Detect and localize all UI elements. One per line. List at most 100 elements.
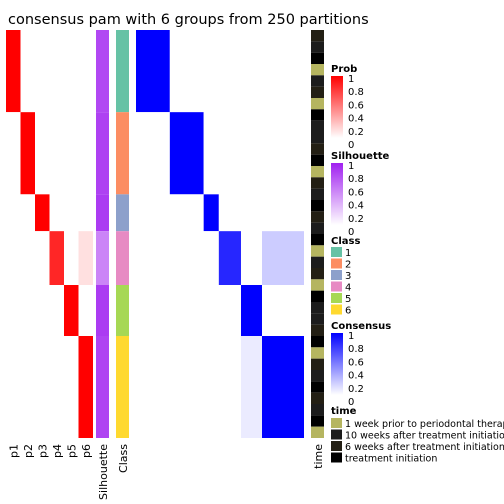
prob-legend-tick: 0.4: [348, 114, 364, 125]
class-cell-2: [116, 112, 129, 195]
consensus-legend-tick: 0: [348, 397, 354, 408]
prob-cell-6-p5: [64, 336, 79, 438]
time-legend-swatch: [331, 452, 342, 463]
prob-cell-3-p2: [20, 194, 35, 232]
time-cell: [311, 75, 324, 87]
prob-legend-tick: 0.8: [348, 87, 364, 98]
time-legend-swatch: [331, 429, 342, 440]
time-cell: [311, 64, 324, 76]
time-label: time: [312, 444, 325, 469]
time-cell: [311, 268, 324, 280]
consensus-cell-1-6: [262, 30, 304, 113]
time-cell: [311, 324, 324, 336]
consensus-cell-3-2: [169, 194, 204, 232]
prob-cell-6-p2: [20, 336, 35, 438]
time-cell: [311, 200, 324, 212]
time-cell: [311, 120, 324, 132]
consensus-cell-5-6: [262, 285, 304, 336]
consensus-cell-3-1: [136, 194, 170, 232]
consensus-legend-tick: 0.4: [348, 371, 364, 382]
prob-column-label-p5: p5: [65, 444, 78, 458]
prob-legend-tick: 0: [348, 140, 354, 151]
prob-cell-3-p6: [78, 194, 93, 232]
prob-cell-1-p1: [6, 30, 21, 113]
silhouette-label: Silhouette: [97, 444, 110, 500]
silhouette-legend-bar: [331, 163, 343, 225]
consensus-cell-5-5: [241, 285, 262, 336]
silhouette-cell-3: [96, 194, 109, 232]
time-legend-swatch: [331, 418, 342, 428]
time-cell: [311, 426, 324, 438]
prob-cell-1-p6: [78, 30, 93, 113]
consensus-cell-4-1: [136, 231, 170, 285]
consensus-cell-4-5: [241, 231, 262, 285]
time-cell: [311, 313, 324, 325]
time-cell: [311, 347, 324, 359]
consensus-cell-4-6: [262, 231, 304, 285]
consensus-cell-1-4: [218, 30, 241, 113]
prob-cell-4-p6: [78, 231, 93, 285]
prob-cell-6-p1: [6, 336, 21, 438]
time-cell: [311, 415, 324, 427]
prob-column-label-p4: p4: [51, 444, 64, 458]
prob-column-label-p2: p2: [22, 444, 35, 458]
prob-cell-5-p4: [49, 285, 64, 336]
class-cell-3: [116, 194, 129, 232]
time-cell: [311, 245, 324, 257]
prob-cell-6-p3: [35, 336, 50, 438]
prob-cell-3-p3: [35, 194, 50, 232]
consensus-cell-4-2: [169, 231, 204, 285]
consensus-cell-5-3: [203, 285, 219, 336]
prob-legend-bar: [331, 76, 343, 138]
time-cell: [311, 370, 324, 382]
prob-cell-5-p1: [6, 285, 21, 336]
class-legend-swatch-1: [331, 247, 342, 257]
prob-column-label-p1: p1: [7, 444, 20, 458]
consensus-heatmap: [136, 30, 304, 438]
time-cell: [311, 188, 324, 200]
time-cell: [311, 256, 324, 268]
silhouette-cell-4: [96, 231, 109, 285]
prob-cell-1-p3: [35, 30, 50, 113]
prob-column-label-p6: p6: [80, 444, 93, 458]
class-legend-swatch-2: [331, 258, 342, 269]
consensus-cell-6-1: [136, 336, 170, 438]
consensus-legend-bar: [331, 333, 343, 395]
consensus-cell-1-2: [169, 30, 204, 113]
consensus-cell-3-6: [262, 194, 304, 232]
silhouette-legend-title: Silhouette: [331, 151, 390, 162]
class-legend-label-6: 6: [345, 306, 351, 317]
consensus-cell-4-3: [203, 231, 219, 285]
silhouette-cell-1: [96, 30, 109, 113]
time-cell: [311, 302, 324, 314]
consensus-cell-5-2: [169, 285, 204, 336]
consensus-cell-2-6: [262, 112, 304, 195]
prob-cell-6-p4: [49, 336, 64, 438]
prob-cell-4-p1: [6, 231, 21, 285]
consensus-cell-3-3: [203, 194, 219, 232]
consensus-legend-tick: 0.8: [348, 344, 364, 355]
prob-cell-3-p1: [6, 194, 21, 232]
silhouette-cell-6: [96, 336, 109, 438]
prob-cell-3-p4: [49, 194, 64, 232]
class-legend-swatch-6: [331, 304, 342, 315]
silhouette-cell-2: [96, 112, 109, 195]
consensus-cell-2-5: [241, 112, 262, 195]
silhouette-legend-tick: 1: [348, 161, 354, 172]
consensus-cell-3-5: [241, 194, 262, 232]
time-cell: [311, 234, 324, 246]
chart-title: consensus pam with 6 groups from 250 par…: [8, 12, 369, 28]
prob-cell-3-p5: [64, 194, 79, 232]
silhouette-legend-tick: 0.2: [348, 214, 364, 225]
consensus-cell-6-6: [262, 336, 304, 438]
silhouette-legend-tick: 0.6: [348, 187, 364, 198]
class-cell-4: [116, 231, 129, 285]
time-cell: [311, 290, 324, 302]
class-legend-swatch-3: [331, 270, 342, 280]
consensus-cell-5-1: [136, 285, 170, 336]
prob-cell-2-p3: [35, 112, 50, 195]
prob-cell-5-p2: [20, 285, 35, 336]
column-labels: p1 p2 p3 p4 p5 p6 Silhouette Class time: [7, 444, 325, 500]
time-cell: [311, 98, 324, 110]
consensus-cell-2-2: [169, 112, 204, 195]
